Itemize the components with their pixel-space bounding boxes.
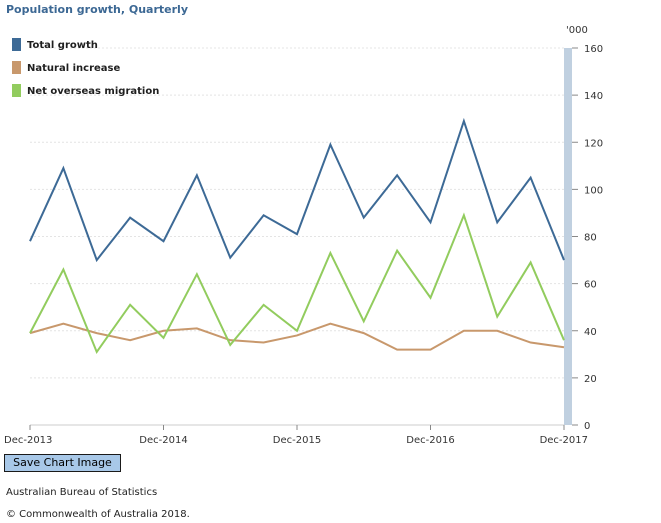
data-point[interactable] (528, 175, 534, 181)
x-tick-label: Dec-2015 (273, 435, 321, 446)
data-point[interactable] (94, 330, 100, 336)
unit-label: '000 (566, 25, 588, 36)
chart-title: Population growth, Quarterly (6, 3, 188, 16)
data-point[interactable] (60, 165, 66, 171)
data-point[interactable] (561, 257, 567, 263)
y-tick-label: 120 (584, 138, 603, 149)
data-point[interactable] (194, 271, 200, 277)
data-point[interactable] (194, 172, 200, 178)
grid-lines (30, 47, 564, 379)
data-point[interactable] (127, 302, 133, 308)
data-point[interactable] (494, 219, 500, 225)
data-point[interactable] (528, 259, 534, 265)
legend-label: Total growth (27, 40, 98, 51)
y-tick-label: 20 (584, 374, 597, 385)
y-tick-label: 160 (584, 44, 603, 55)
x-tick-label: Dec-2016 (406, 435, 454, 446)
data-point[interactable] (461, 328, 467, 334)
data-point[interactable] (561, 337, 567, 343)
y-tick-label: 0 (584, 421, 590, 432)
data-point[interactable] (127, 337, 133, 343)
data-point[interactable] (394, 248, 400, 254)
save-chart-image-button[interactable]: Save Chart Image (4, 454, 121, 472)
data-point[interactable] (60, 266, 66, 272)
y-axis-scrollbar[interactable] (564, 48, 572, 425)
y-tick-label: 80 (584, 233, 597, 244)
data-point[interactable] (361, 318, 367, 324)
data-point[interactable] (327, 142, 333, 148)
series-line-0[interactable] (29, 117, 565, 263)
data-point[interactable] (461, 118, 467, 124)
x-tick-label: Dec-2017 (540, 435, 588, 446)
data-point[interactable] (294, 231, 300, 237)
data-point[interactable] (27, 238, 33, 244)
y-tick-label: 40 (584, 327, 597, 338)
data-point[interactable] (494, 328, 500, 334)
data-point[interactable] (528, 340, 534, 346)
data-point[interactable] (261, 302, 267, 308)
data-point[interactable] (294, 328, 300, 334)
legend-swatch (12, 84, 21, 97)
series-line-1[interactable] (29, 322, 565, 351)
data-point[interactable] (327, 250, 333, 256)
series-lines (27, 117, 567, 355)
legend: Total growth Natural increase Net overseas… (12, 38, 159, 97)
data-point[interactable] (227, 255, 233, 261)
data-point[interactable] (127, 215, 133, 221)
data-point[interactable] (394, 172, 400, 178)
copyright-text: © Commonwealth of Australia 2018. (6, 509, 190, 520)
y-tick-label: 140 (584, 91, 603, 102)
data-point[interactable] (227, 342, 233, 348)
y-tick-label: 100 (584, 185, 603, 196)
data-point[interactable] (94, 349, 100, 355)
data-point[interactable] (161, 238, 167, 244)
data-point[interactable] (327, 321, 333, 327)
data-point[interactable] (261, 212, 267, 218)
legend-label: Net overseas migration (27, 86, 159, 97)
data-point[interactable] (428, 347, 434, 353)
axis-ticks: 0 20 40 60 80 100 120 140 160 Dec-2013 Dec-2014 Dec… (4, 44, 603, 446)
x-tick-label: Dec-2014 (139, 435, 187, 446)
series-line-2[interactable] (29, 212, 565, 355)
chart-area: 0 20 40 60 80 100 120 140 160 Dec-2013 Dec-2014 Dec… (4, 25, 603, 446)
data-point[interactable] (27, 330, 33, 336)
x-tick-label: Dec-2013 (4, 435, 52, 446)
data-point[interactable] (194, 325, 200, 331)
data-point[interactable] (461, 212, 467, 218)
source-text: Australian Bureau of Statistics (6, 487, 158, 498)
data-point[interactable] (60, 321, 66, 327)
data-point[interactable] (494, 314, 500, 320)
legend-swatch (12, 61, 21, 74)
data-point[interactable] (428, 219, 434, 225)
legend-swatch (12, 38, 21, 51)
data-point[interactable] (361, 215, 367, 221)
data-point[interactable] (561, 344, 567, 350)
data-point[interactable] (428, 295, 434, 301)
data-point[interactable] (94, 257, 100, 263)
y-tick-label: 60 (584, 280, 597, 291)
legend-label: Natural increase (27, 63, 120, 74)
data-point[interactable] (394, 347, 400, 353)
data-point[interactable] (261, 340, 267, 346)
data-point[interactable] (161, 335, 167, 341)
data-point[interactable] (361, 330, 367, 336)
